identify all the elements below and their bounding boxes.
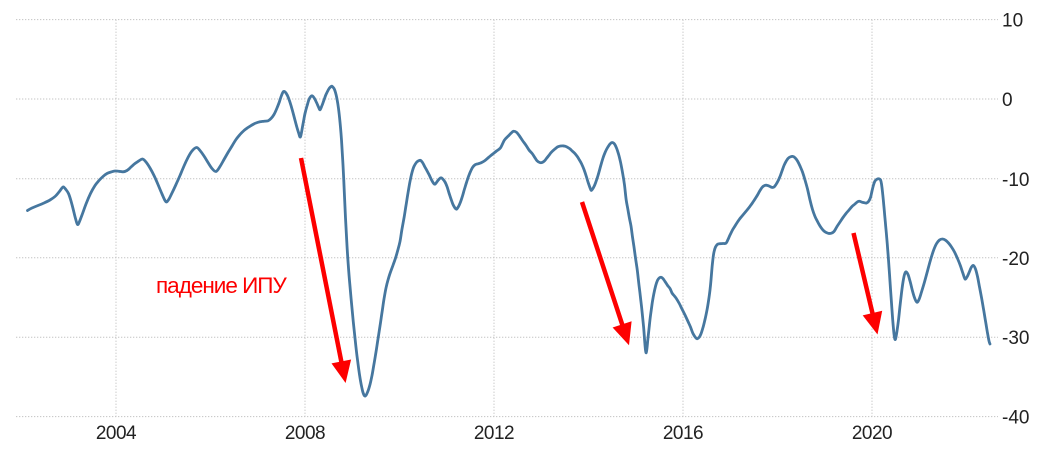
svg-text:-40: -40 — [1002, 408, 1029, 429]
svg-text:2016: 2016 — [663, 423, 703, 444]
svg-text:-30: -30 — [1002, 328, 1029, 349]
svg-text:2004: 2004 — [96, 423, 137, 444]
svg-text:2008: 2008 — [285, 423, 325, 444]
svg-text:10: 10 — [1002, 11, 1023, 32]
svg-text:-10: -10 — [1002, 170, 1029, 191]
svg-text:2012: 2012 — [474, 423, 514, 444]
svg-text:-20: -20 — [1002, 249, 1029, 270]
svg-text:0: 0 — [1002, 90, 1013, 111]
svg-text:падение ИПУ: падение ИПУ — [156, 273, 287, 298]
svg-text:2020: 2020 — [852, 423, 892, 444]
